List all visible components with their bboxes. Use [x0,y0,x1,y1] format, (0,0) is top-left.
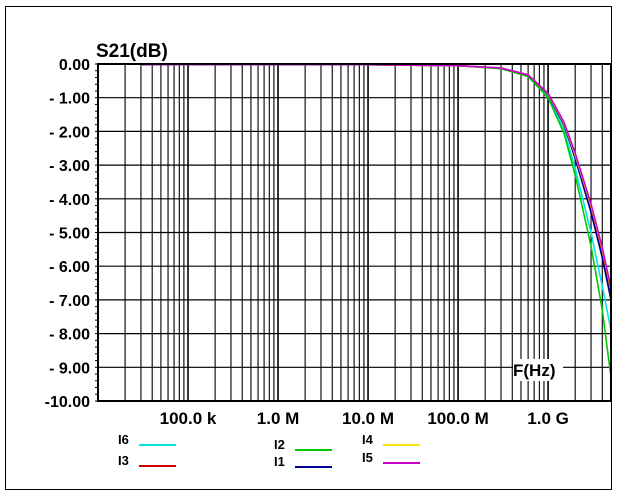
x-ticks: 100.0 k 1.0 M 10.0 M 100.0 M 1.0 G [160,409,569,428]
chart-frame [5,6,612,490]
legend-label: I5 [362,450,373,465]
x-tick-label: 10.0 M [342,409,394,428]
series-line-i6 [140,63,612,331]
legend-item-i6: I6 [118,432,176,447]
x-tick-label: 1.0 G [527,409,569,428]
legend-item-i2: I2 [274,437,332,452]
series-layer [140,63,612,378]
y-ticks: 0.00 - 1.00 - 2.00 - 3.00 - 4.00 - 5.00 - 6.00… [45,57,98,411]
y-tick-label: - 6.00 [49,259,90,276]
legend-label: I6 [118,432,129,447]
x-tick-label: 1.0 M [257,409,300,428]
y-tick-label: 0.00 [59,57,90,74]
y-tick-label: -10.00 [45,394,90,411]
y-tick-label: - 9.00 [49,360,90,377]
y-tick-label: - 4.00 [49,192,90,209]
series-line-i1 [140,63,612,301]
legend-item-i4: I4 [362,432,420,447]
legend-label: I2 [274,437,285,452]
y-tick-label: - 1.00 [49,91,90,108]
series-line-i2 [140,63,612,378]
series-line-i3 [140,63,612,294]
y-tick-label: - 5.00 [49,226,90,243]
legend-item-i3: I3 [118,453,176,468]
legend-label: I3 [118,453,129,468]
legend-item-i1: I1 [274,454,332,469]
y-tick-label: - 3.00 [49,158,90,175]
legend-label: I4 [362,432,374,447]
series-line-i4 [140,63,612,290]
x-tick-label: 100.0 k [160,409,217,428]
grid [98,63,611,402]
y-tick-label: - 8.00 [49,327,90,344]
y-axis-label: S21(dB) [96,41,168,62]
legend: I6 I3 I2 I1 I4 I5 [118,432,420,469]
series-line-i5 [140,63,612,289]
x-axis-label: F(Hz) [513,361,555,380]
y-tick-label: - 2.00 [49,124,90,141]
legend-item-i5: I5 [362,450,420,465]
legend-label: I1 [274,454,285,469]
y-tick-label: - 7.00 [49,293,90,310]
x-axis-label-box: F(Hz) [513,359,563,381]
x-tick-label: 100.0 M [427,409,488,428]
